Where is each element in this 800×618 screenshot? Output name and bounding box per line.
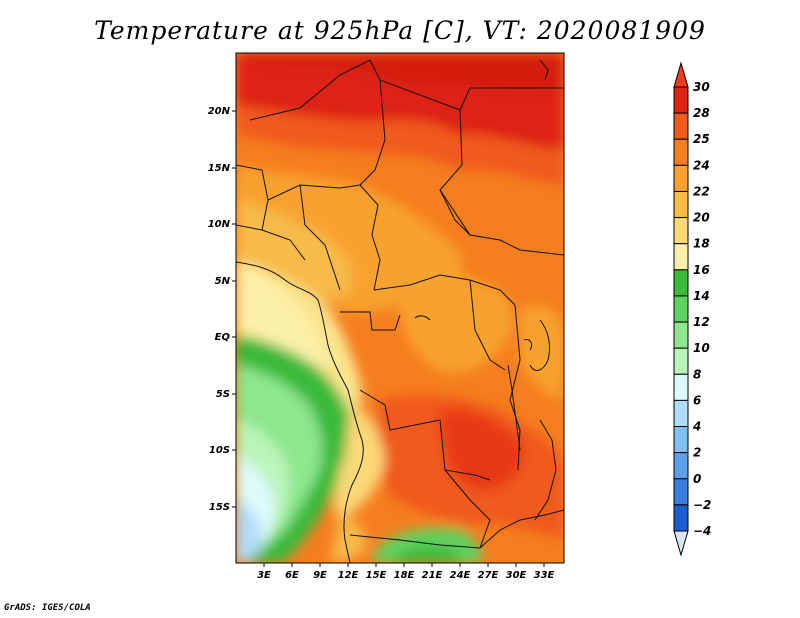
colorbar-swatch bbox=[673, 190, 689, 219]
lat-label-5n: 5N bbox=[215, 276, 231, 287]
lon-label-6e: 6E bbox=[285, 570, 299, 581]
colorbar-label: −4 bbox=[693, 524, 711, 538]
colorbar-label: 12 bbox=[693, 315, 710, 329]
lon-label-21e: 21E bbox=[422, 570, 443, 581]
colorbar-label: 6 bbox=[693, 393, 701, 407]
colorbar-label: 28 bbox=[693, 106, 710, 120]
lon-label-24e: 24E bbox=[450, 570, 471, 581]
colorbar-swatch bbox=[673, 347, 689, 375]
lat-label-10n: 10N bbox=[208, 219, 231, 230]
country-borders bbox=[236, 59, 564, 563]
colorbar-label: 8 bbox=[693, 367, 701, 381]
colorbar-swatch bbox=[673, 112, 689, 140]
lon-label-27e: 27E bbox=[478, 570, 499, 581]
colorbar-label: 24 bbox=[693, 158, 710, 172]
colorbar-swatch bbox=[673, 138, 689, 166]
colorbar-label: 2 bbox=[693, 446, 701, 460]
colorbar-swatch bbox=[673, 452, 689, 480]
colorbar-label: −2 bbox=[693, 498, 711, 512]
colorbar-swatch bbox=[673, 295, 689, 323]
colorbar-swatch bbox=[673, 321, 689, 349]
lat-label-20n: 20N bbox=[208, 106, 231, 117]
grads-credit: GrADS: IGES/COLA bbox=[4, 603, 91, 613]
lon-label-3e: 3E bbox=[257, 570, 271, 581]
lat-label-15n: 15N bbox=[208, 163, 231, 174]
colorbar-swatch bbox=[673, 269, 689, 297]
longitude-axis: 3E 6E 9E 12E 15E 18E 21E 24E 27E 30E 33E bbox=[257, 563, 555, 581]
lon-label-33e: 33E bbox=[534, 570, 555, 581]
lon-label-15e: 15E bbox=[366, 570, 387, 581]
colorbar-label: 30 bbox=[693, 80, 710, 94]
colorbar-label: 0 bbox=[693, 472, 701, 486]
colorbar-swatch bbox=[673, 164, 689, 192]
colorbar-swatch bbox=[673, 399, 689, 428]
lat-label-15s: 15S bbox=[209, 502, 230, 513]
colorbar-label: 18 bbox=[693, 237, 710, 251]
colorbar-swatch bbox=[673, 86, 689, 114]
colorbar-swatch bbox=[673, 478, 689, 506]
lon-label-30e: 30E bbox=[506, 570, 527, 581]
map-frame bbox=[235, 52, 565, 564]
colorbar-label: 25 bbox=[693, 132, 710, 146]
colorbar-bottom-arrow bbox=[673, 530, 689, 557]
colorbar-swatch bbox=[673, 426, 689, 454]
latitude-axis: 20N 15N 10N 5N EQ 5S 10S 15S bbox=[208, 106, 236, 513]
lon-label-12e: 12E bbox=[338, 570, 359, 581]
colorbar-swatch bbox=[673, 217, 689, 245]
colorbar-label: 20 bbox=[693, 211, 710, 225]
colorbar-label: 22 bbox=[693, 184, 710, 198]
colorbar-label: 16 bbox=[693, 263, 710, 277]
temperature-field bbox=[236, 53, 564, 563]
colorbar-label: 14 bbox=[693, 289, 710, 303]
lat-label-10s: 10S bbox=[209, 445, 230, 456]
colorbar-top-arrow bbox=[673, 61, 689, 88]
chart-title: Temperature at 925hPa [C], VT: 202008190… bbox=[94, 16, 706, 45]
colorbar-label: 10 bbox=[693, 341, 710, 355]
colorbar-label: 4 bbox=[692, 420, 701, 434]
lon-label-9e: 9E bbox=[313, 570, 327, 581]
colorbar-swatch bbox=[673, 243, 689, 271]
colorbar-swatch bbox=[673, 504, 689, 532]
lat-label-eq: EQ bbox=[215, 332, 231, 343]
lon-label-18e: 18E bbox=[394, 570, 415, 581]
colorbar-swatch bbox=[673, 373, 689, 401]
lat-label-5s: 5S bbox=[216, 389, 230, 400]
